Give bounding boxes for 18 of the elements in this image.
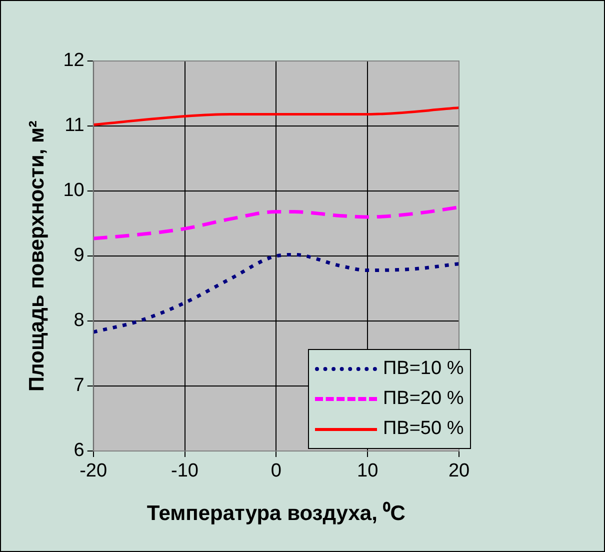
x-tick-label: 0 <box>270 460 282 482</box>
legend-label: ПВ=50 % <box>383 418 464 440</box>
x-axis-title: Температура воздуха, ⁰C <box>146 501 406 526</box>
y-tick-label: 7 <box>74 375 84 396</box>
x-tick-label: 20 <box>448 460 470 482</box>
x-tick-label: -10 <box>171 460 198 482</box>
y-tick-label: 12 <box>63 50 84 72</box>
y-tick-label: 9 <box>74 245 84 266</box>
legend-label: ПВ=20 % <box>383 388 464 410</box>
x-tick-label: 10 <box>357 460 378 482</box>
y-axis-title: Площадь поверхности, м² <box>25 120 48 392</box>
legend-label: ПВ=10 % <box>383 358 464 380</box>
line-series <box>93 206 459 240</box>
y-tick-label: 8 <box>74 310 84 332</box>
y-tick-label: 11 <box>64 115 84 136</box>
x-tick-label: -20 <box>80 460 108 482</box>
y-tick-label: 6 <box>74 440 84 462</box>
y-tick-label: 10 <box>63 180 84 202</box>
